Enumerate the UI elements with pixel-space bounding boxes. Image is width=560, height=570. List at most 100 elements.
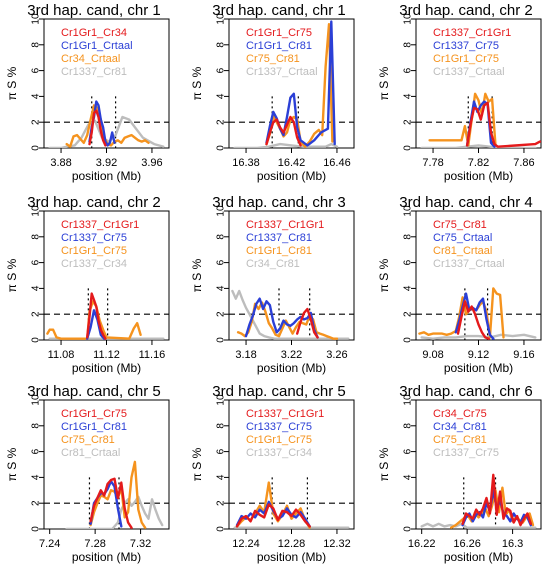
panel-title: 3rd hap. cand, chr 5 xyxy=(27,383,160,400)
y-tick-label: 6 xyxy=(216,448,227,454)
legend-entry: Cr1Gr1_Cr75 xyxy=(246,434,312,446)
y-axis-label: π S % xyxy=(190,447,204,481)
x-tick-label: 12.32 xyxy=(323,538,351,550)
legend-entry: Cr1337_Crtaal xyxy=(433,66,505,78)
series-line-Cr1337_Cr1Gr1 xyxy=(465,101,541,148)
legend-entry: Cr1Gr1_Cr75 xyxy=(61,245,127,257)
series-line-Cr1337_Cr1Gr1 xyxy=(235,503,311,528)
series-line-Cr34_Cr75 xyxy=(461,473,532,527)
series-line-Cr1Gr1_Cr34 xyxy=(88,109,107,147)
legend-entry: Cr1337_Cr1Gr1 xyxy=(61,219,139,231)
y-tick-label: 0 xyxy=(403,337,414,343)
panel-4: 3rd hap. cand, chr 2 0 2 4 6 8 10 π S % 11.08 11.… xyxy=(5,194,170,375)
legend-entry: Cr1337_Cr1Gr1 xyxy=(433,27,511,39)
series-line-Cr34_Cr81 xyxy=(231,289,350,340)
x-axis-label: position (Mb) xyxy=(257,550,326,564)
series-line-Cr1Gr1_Cr75 xyxy=(235,481,311,529)
y-tick-label: 10 xyxy=(216,205,227,217)
y-tick-label: 8 xyxy=(31,423,42,429)
y-tick-label: 10 xyxy=(216,13,227,25)
x-axis-label: position (Mb) xyxy=(444,550,513,564)
series-line-Cr1Gr1_Cr81 xyxy=(265,20,336,147)
legend-entry: Cr75_Cr81 xyxy=(246,53,300,65)
y-tick-label: 4 xyxy=(403,285,414,291)
legend-entry: Cr34_Cr81 xyxy=(433,421,487,433)
series-line-Cr1337_Cr81 xyxy=(244,297,319,339)
x-tick-label: 7.86 xyxy=(513,157,534,169)
y-tick-label: 0 xyxy=(31,526,42,532)
y-tick-label: 0 xyxy=(216,526,227,532)
x-tick-label: 3.88 xyxy=(50,157,71,169)
y-tick-label: 4 xyxy=(216,474,227,480)
panel-title: 3rd hap. cand, chr 5 xyxy=(212,383,345,400)
series-line-Cr1337_Crtaal xyxy=(420,333,537,340)
legend-entry: Cr75_Cr81 xyxy=(61,434,115,446)
y-tick-label: 6 xyxy=(31,448,42,454)
y-axis-label: π S % xyxy=(190,66,204,100)
y-tick-label: 0 xyxy=(31,337,42,343)
legend-entry: Cr1337_Cr75 xyxy=(61,232,127,244)
x-tick-label: 7.24 xyxy=(39,538,60,550)
x-tick-label: 7.32 xyxy=(130,538,151,550)
y-tick-label: 4 xyxy=(403,93,414,99)
x-tick-label: 16.26 xyxy=(453,538,481,550)
plot-frame xyxy=(415,399,542,530)
x-tick-label: 9.08 xyxy=(422,349,443,361)
y-tick-label: 10 xyxy=(216,394,227,406)
y-tick-label: 4 xyxy=(216,93,227,99)
panel-title: 3rd hap. cand, chr 3 xyxy=(212,194,345,211)
plot-area xyxy=(44,288,169,340)
y-tick-label: 8 xyxy=(216,42,227,48)
y-tick-label: 6 xyxy=(403,259,414,265)
series-line-Cr1337_Crtaal xyxy=(233,142,339,148)
legend-entry: Cr1Gr1_Cr81 xyxy=(246,40,312,52)
panel-5: 3rd hap. cand, chr 3 0 2 4 6 8 10 π S % 3.18 3.22… xyxy=(190,194,355,375)
plot-area xyxy=(229,288,354,340)
y-tick-label: 8 xyxy=(31,234,42,240)
y-tick-label: 2 xyxy=(216,119,227,125)
x-tick-label: 16.46 xyxy=(323,157,351,169)
series-line-Cr1Gr1_Cr75 xyxy=(89,477,133,529)
x-tick-label: 16.42 xyxy=(278,157,306,169)
legend-entry: Cr1Gr1_Cr81 xyxy=(246,245,312,257)
y-tick-label: 0 xyxy=(403,526,414,532)
legend-entry: Cr75_Crtaal xyxy=(433,232,492,244)
y-tick-label: 2 xyxy=(31,311,42,317)
y-tick-label: 4 xyxy=(216,285,227,291)
y-tick-label: 8 xyxy=(31,42,42,48)
x-axis-label: position (Mb) xyxy=(72,169,141,183)
x-axis-label: position (Mb) xyxy=(72,550,141,564)
x-tick-label: 11.08 xyxy=(48,349,75,361)
y-tick-label: 10 xyxy=(31,205,42,217)
x-axis-label: position (Mb) xyxy=(444,169,513,183)
legend-entry: Cr1337_Cr1Gr1 xyxy=(246,408,324,420)
series-line-Cr1337_Cr75 xyxy=(85,309,106,340)
series-line-Cr1337_Cr75 xyxy=(420,522,537,529)
y-tick-label: 4 xyxy=(31,474,42,480)
y-tick-label: 6 xyxy=(403,67,414,73)
plot-area xyxy=(229,20,354,148)
series-line-Cr1337_Crtaal xyxy=(420,144,537,148)
panel-8: 3rd hap. cand, chr 5 0 2 4 6 8 10 π S % 12.24 12.… xyxy=(190,383,355,564)
series-line-Cr75_Cr81 xyxy=(456,300,490,340)
legend-entry: Cr1337_Cr34 xyxy=(61,258,127,270)
y-axis-label: π S % xyxy=(377,447,391,481)
y-axis-label: π S % xyxy=(5,447,19,481)
x-tick-label: 12.28 xyxy=(278,538,306,550)
x-tick-label: 3.92 xyxy=(96,157,117,169)
panel-title: 3rd hap. cand, chr 2 xyxy=(399,2,532,19)
y-tick-label: 0 xyxy=(216,337,227,343)
legend-entry: Cr1337_Cr34 xyxy=(246,447,312,459)
y-tick-label: 2 xyxy=(403,119,414,125)
y-tick-label: 4 xyxy=(31,93,42,99)
x-tick-label: 16.3 xyxy=(502,538,523,550)
legend-entry: Cr1Gr1_Cr75 xyxy=(246,27,312,39)
y-tick-label: 0 xyxy=(31,145,42,151)
panel-title: 3rd hap. cand, chr 1 xyxy=(27,2,160,19)
plot-area xyxy=(416,92,541,148)
y-tick-label: 10 xyxy=(403,394,414,406)
x-axis-label: position (Mb) xyxy=(72,361,141,375)
legend-entry: Cr34_Cr81 xyxy=(246,258,300,270)
x-tick-label: 3.22 xyxy=(281,349,302,361)
